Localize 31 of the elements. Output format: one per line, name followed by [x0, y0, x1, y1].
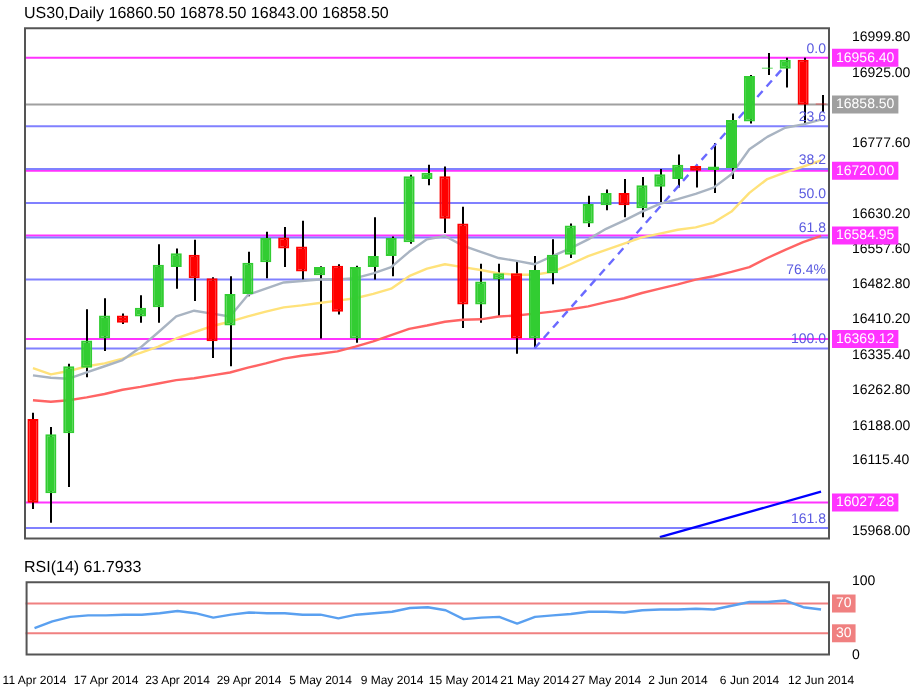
candlestick	[546, 238, 558, 286]
candlestick	[278, 225, 290, 269]
candlestick	[224, 275, 236, 368]
candlestick	[296, 219, 308, 281]
candlestick	[152, 243, 164, 324]
candlestick	[582, 194, 594, 228]
candlestick	[81, 308, 93, 379]
candlestick	[618, 178, 630, 219]
candlestick	[170, 247, 182, 290]
chart-title: US30,Daily 16860.50 16878.50 16843.00 16858.50	[24, 4, 390, 23]
candlestick	[99, 297, 111, 352]
candlestick	[743, 74, 755, 125]
candlestick	[779, 56, 791, 89]
candlestick	[260, 230, 272, 280]
candlestick	[636, 176, 648, 219]
candlestick	[313, 265, 326, 340]
candlestick	[421, 163, 433, 187]
candlestick	[564, 222, 576, 260]
candlestick	[439, 165, 451, 235]
candlestick	[672, 153, 684, 189]
candlestick	[188, 238, 200, 303]
candlestick	[600, 188, 612, 212]
candlestick	[493, 262, 505, 318]
candlestick	[331, 263, 343, 316]
chart-title: RSI(14) 61.7933	[24, 558, 143, 577]
candlestick	[475, 262, 487, 324]
candlestick	[725, 112, 738, 180]
candlestick	[367, 216, 379, 281]
candlestick	[654, 167, 666, 203]
candlestick	[385, 235, 397, 278]
candlestick	[242, 250, 254, 298]
